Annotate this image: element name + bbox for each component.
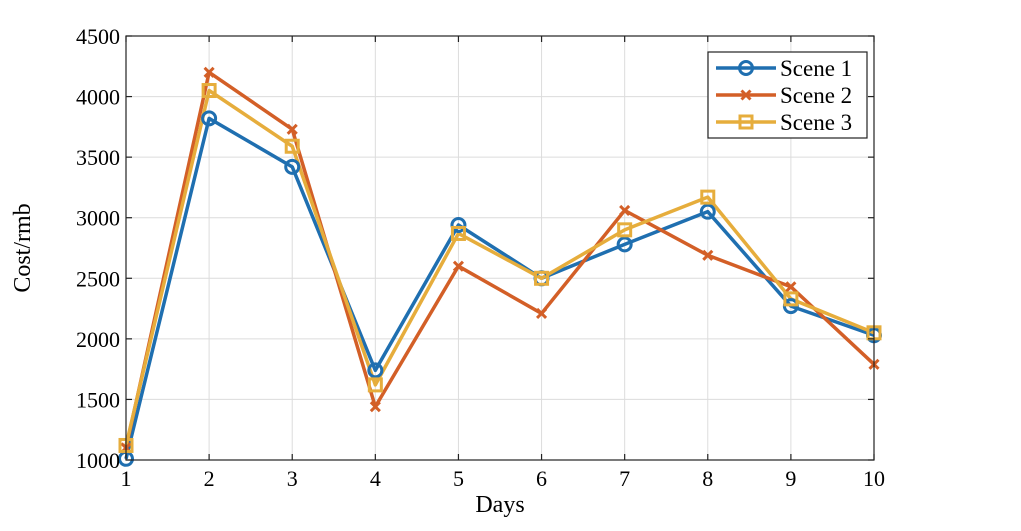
y-tick-label: 2500	[76, 266, 120, 291]
data-point-series-2-stroke	[619, 204, 631, 217]
series-markers	[118, 66, 882, 467]
legend-swatch-marker	[740, 89, 752, 101]
series-line-2	[124, 70, 876, 449]
data-point-series-2	[619, 204, 631, 217]
y-tick-label: 3500	[76, 145, 120, 170]
data-point-series-2	[452, 260, 465, 272]
data-point-series-2-stroke	[452, 260, 465, 272]
legend-entry-label: Scene 2	[780, 83, 852, 108]
x-tick-labels: 1 2 3 4 5 6 7 8 9 10	[121, 466, 886, 491]
y-axis-label: Cost/rmb	[10, 203, 36, 292]
data-point-series-1	[284, 158, 301, 175]
legend-swatch-marker	[738, 114, 754, 130]
data-point-series-2-stroke	[702, 249, 714, 261]
x-tick-label: 2	[204, 466, 215, 491]
data-point-series-2	[203, 66, 215, 78]
y-tick-label: 4000	[76, 85, 120, 110]
data-point-series-3	[284, 138, 300, 154]
x-tick-label: 3	[287, 466, 298, 491]
data-point-series-3	[367, 377, 383, 393]
x-tick-label: 6	[536, 466, 547, 491]
legend-swatch-marker	[738, 60, 754, 76]
axes	[125, 35, 875, 461]
data-point-series-3	[700, 189, 716, 205]
data-point-series-2-stroke	[286, 123, 298, 135]
data-point-series-3	[783, 291, 799, 307]
x-tick-label: 7	[619, 466, 630, 491]
y-tick-label: 3000	[76, 206, 120, 231]
data-point-series-2	[535, 307, 548, 319]
y-tick-label: 1000	[76, 448, 120, 473]
data-point-series-1	[616, 236, 633, 253]
data-point-series-3	[201, 83, 217, 99]
data-point-series-2	[369, 401, 381, 413]
data-point-series-1	[699, 203, 716, 220]
series-lines	[124, 70, 876, 460]
data-point-series-1	[450, 216, 467, 233]
data-point-series-2-stroke	[785, 281, 797, 293]
x-tick-label: 9	[785, 466, 796, 491]
y-tick-label: 2000	[76, 327, 120, 352]
data-point-series-2-stroke	[369, 401, 381, 413]
plot-frame	[125, 35, 875, 461]
x-tick-label: 4	[370, 466, 381, 491]
y-tick-label: 1500	[76, 387, 120, 412]
data-point-series-3	[450, 225, 466, 241]
x-tick-label: 5	[453, 466, 464, 491]
data-point-series-2	[702, 249, 714, 261]
data-point-series-3	[617, 222, 633, 238]
legend-entry-label: Scene 3	[780, 110, 852, 135]
data-point-series-1	[367, 362, 384, 379]
legend-entry-label: Scene 1	[780, 56, 852, 81]
data-point-series-2	[785, 281, 797, 293]
y-tick-labels: 1000 1500 2000 2500 3000 3500 4000 4500	[76, 24, 120, 473]
y-tick-label: 4500	[76, 24, 120, 49]
x-tick-label: 8	[702, 466, 713, 491]
series-line-3	[124, 88, 875, 446]
x-axis-label: Days	[475, 492, 524, 518]
data-point-series-2	[286, 123, 298, 135]
legend-swatch-marker-stroke	[740, 89, 752, 101]
series-line-1	[124, 116, 875, 460]
data-point-series-2-stroke	[203, 66, 215, 78]
data-point-series-1	[201, 110, 218, 127]
x-tick-label: 1	[121, 466, 132, 491]
data-point-series-2-stroke	[535, 307, 548, 319]
data-point-series-3	[534, 270, 550, 286]
x-tick-label: 10	[863, 466, 885, 491]
